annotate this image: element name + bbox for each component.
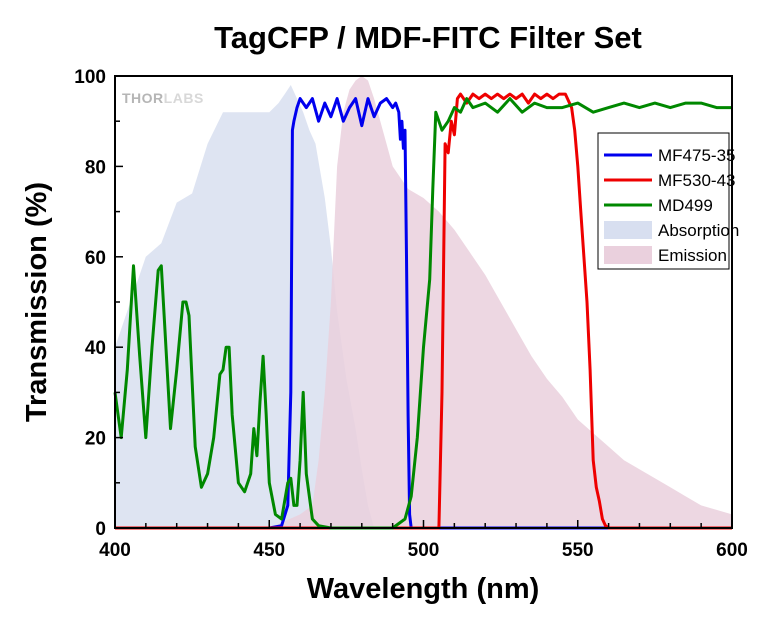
legend-swatch-emission [604, 246, 652, 264]
x-tick-label: 400 [99, 540, 131, 561]
series-md499-line [113, 97, 732, 530]
y-tick-label: 100 [74, 67, 106, 88]
legend-label-mf530-43: MF530-43 [658, 171, 735, 190]
y-tick-label: 80 [85, 157, 106, 178]
legend-label-emission: Emission [658, 246, 727, 265]
y-tick-label: 0 [95, 519, 106, 540]
legend-swatch-absorption [604, 221, 652, 239]
chart-title: TagCFP / MDF-FITC Filter Set [214, 20, 642, 55]
series-mf475-35-line [115, 97, 732, 530]
series-mf530-43-line [115, 92, 732, 530]
area-series [115, 76, 732, 528]
line-series [113, 92, 732, 530]
y-tick-label: 40 [85, 338, 106, 359]
y-tick-label: 20 [85, 429, 106, 450]
legend-label-mf475-35: MF475-35 [658, 146, 735, 165]
axis-ticks: 400 450 500 550 600 0 20 40 60 80 100 [74, 67, 748, 561]
y-tick-label: 60 [85, 248, 106, 269]
watermark-logo: THORLABS [122, 90, 204, 106]
x-tick-label: 600 [716, 540, 748, 561]
x-tick-label: 500 [408, 540, 440, 561]
x-tick-label: 450 [253, 540, 285, 561]
legend: MF475-35 MF530-43 MD499 Absorption Emission [597, 132, 739, 270]
legend-label-absorption: Absorption [658, 221, 739, 240]
x-axis-label: Wavelength (nm) [307, 573, 540, 605]
x-tick-label: 550 [562, 540, 594, 561]
series-emission-area [269, 76, 732, 528]
series-absorption-area [115, 85, 375, 528]
legend-label-md499: MD499 [658, 196, 713, 215]
y-axis-label: Transmission (%) [21, 182, 53, 422]
plot-area: THORLABS 400 450 500 550 600 0 20 40 60 80 100 [74, 67, 748, 561]
